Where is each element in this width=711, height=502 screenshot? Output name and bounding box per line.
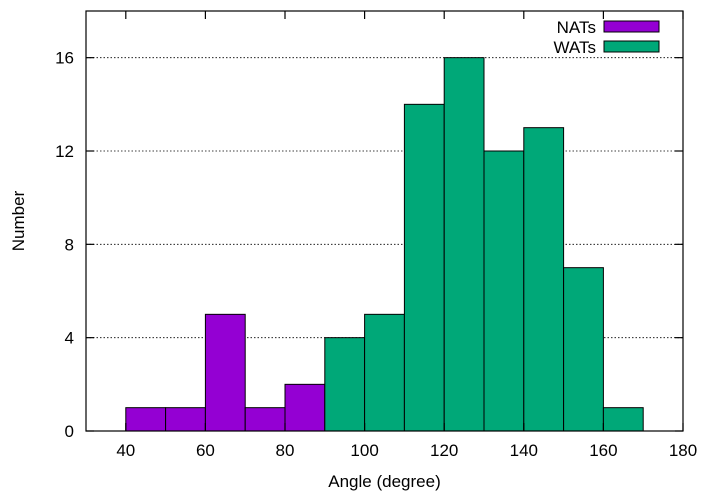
bar-nats-40 (125, 407, 167, 432)
bar-wats-130 (483, 150, 525, 432)
bar-wats-150 (563, 267, 604, 432)
legend-swatch-wats (603, 40, 660, 53)
bar-wats-100 (364, 313, 405, 432)
bars (125, 57, 644, 432)
tick-labels: 40 60 80 100 120 140 160 180 0 4 8 12 16 (55, 49, 697, 460)
y-tick-label: 8 (65, 235, 74, 254)
y-tick-label: 16 (55, 49, 74, 68)
bar-nats-70 (244, 407, 286, 432)
y-tick-label: 4 (65, 329, 74, 348)
y-tick-label: 12 (55, 142, 74, 161)
bar-wats-140 (523, 127, 565, 432)
bar-wats-90 (324, 337, 366, 432)
x-tick-label: 180 (669, 441, 697, 460)
bar-wats-160 (602, 407, 644, 432)
x-tick-label: 120 (430, 441, 458, 460)
bar-wats-110 (403, 103, 445, 432)
axis-ticks (86, 11, 684, 432)
x-tick-label: 80 (276, 441, 295, 460)
y-tick-label: 0 (65, 422, 74, 441)
legend-swatch-nats (603, 20, 660, 33)
x-tick-label: 40 (116, 441, 135, 460)
bar-wats-120 (443, 57, 485, 432)
x-tick-label: 100 (350, 441, 378, 460)
x-axis-label: Angle (degree) (328, 472, 440, 491)
bar-nats-60 (204, 313, 246, 432)
legend-label-nats: NATs (557, 18, 596, 37)
x-tick-label: 160 (589, 441, 617, 460)
x-tick-label: 140 (510, 441, 538, 460)
legend-label-wats: WATs (554, 38, 597, 57)
bar-nats-50 (165, 407, 206, 432)
bar-nats-80 (284, 383, 326, 432)
x-tick-label: 60 (196, 441, 215, 460)
y-axis-label: Number (9, 190, 28, 251)
plot-frame (85, 10, 684, 432)
